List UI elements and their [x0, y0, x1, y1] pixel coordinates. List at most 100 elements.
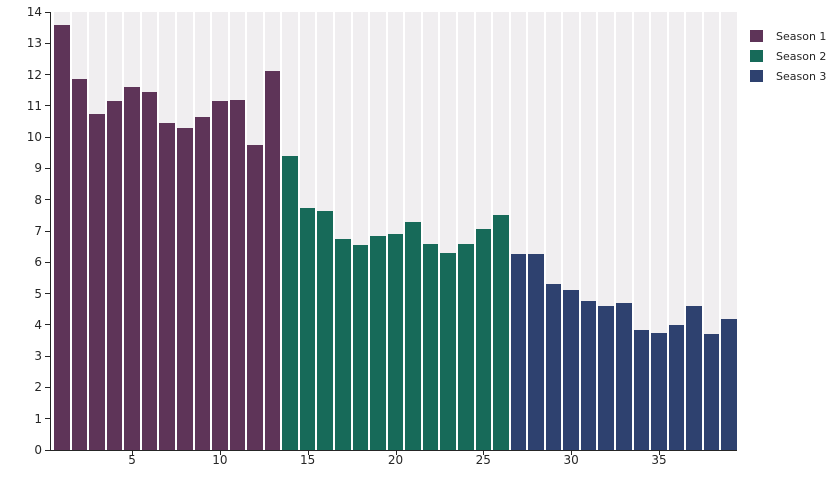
bar-slot [721, 12, 737, 450]
y-tick-label: 7 [34, 224, 42, 238]
y-tick-label: 6 [34, 255, 42, 270]
bar-episode-31 [580, 301, 597, 450]
bar-episode-37 [686, 306, 702, 450]
bar-episode-23 [440, 252, 456, 450]
bar-slot [580, 12, 597, 450]
bar-episode-15 [299, 207, 316, 450]
bar-episode-13 [264, 71, 281, 450]
y-tick-label: 10 [26, 130, 42, 145]
bar-episode-22 [422, 243, 439, 450]
bar-episode-18 [352, 245, 369, 450]
bar-slot [686, 12, 702, 450]
bar-episode-27 [510, 254, 527, 450]
bar-slot [89, 12, 105, 450]
bar-episode-28 [528, 254, 544, 450]
x-tick-mark [307, 450, 309, 455]
y-tick-label: 8 [34, 192, 42, 207]
bar-episode-17 [335, 238, 351, 450]
bar-episode-12 [247, 144, 263, 450]
bar-slot [405, 12, 421, 450]
y-tick-label: 4 [34, 317, 42, 332]
bar-slot [440, 12, 456, 450]
bar-episode-38 [703, 334, 720, 450]
y-tick-mark [45, 449, 51, 451]
bar-episode-9 [194, 116, 211, 450]
bar-episode-16 [317, 210, 333, 450]
x-tick-label: 5 [128, 453, 136, 467]
bar-slot [299, 12, 316, 450]
bar-slot [510, 12, 527, 450]
y-tick-mark [45, 261, 51, 263]
bar-episode-30 [563, 290, 579, 450]
y-tick-label: 2 [34, 380, 42, 395]
x-tick-mark [571, 450, 573, 455]
y-tick-mark [45, 199, 51, 201]
bar-episode-34 [633, 329, 650, 450]
bar-slot [141, 12, 158, 450]
x-tick-mark [483, 450, 485, 455]
bar-episode-33 [616, 302, 632, 450]
y-tick-label: 11 [26, 98, 42, 113]
bar-slot [264, 12, 281, 450]
bar-episode-11 [229, 99, 246, 450]
bar-episode-39 [721, 318, 737, 450]
x-tick-mark [658, 450, 660, 455]
season-2-swatch-icon [750, 50, 763, 62]
bar-slot [247, 12, 263, 450]
y-tick-label: 12 [26, 67, 42, 82]
y-tick-mark [45, 11, 51, 13]
bar-episode-26 [493, 215, 509, 450]
y-tick-mark [45, 230, 51, 232]
bar-slot [528, 12, 544, 450]
y-tick-label: 5 [34, 286, 42, 301]
bar-slot [616, 12, 632, 450]
y-tick-label: 13 [26, 36, 42, 51]
x-tick-label: 10 [212, 453, 228, 467]
plot-area: 0 1 2 3 4 5 6 7 8 9 10 11 12 13 14 5 10 15 20 25 30 35 [27, 6, 737, 466]
y-tick-label: 3 [34, 349, 42, 364]
bar-episode-5 [124, 87, 140, 450]
bar-slot [317, 12, 333, 450]
y-tick-mark [45, 105, 51, 107]
y-tick-mark [45, 386, 51, 388]
legend-item-season-2: Season 2 [750, 50, 826, 62]
bar-episode-24 [457, 243, 474, 450]
bar-episode-21 [405, 221, 421, 450]
y-tick-label: 0 [34, 443, 42, 457]
y-tick-mark [45, 42, 51, 44]
bar-slot [229, 12, 246, 450]
bar-episode-25 [475, 229, 492, 450]
bar-slot [563, 12, 579, 450]
bar-slot [651, 12, 667, 450]
bar-slot [106, 12, 123, 450]
bar-slot [194, 12, 211, 450]
legend-item-season-3: Season 3 [750, 70, 826, 82]
bar-slot [668, 12, 685, 450]
bar-episode-1 [54, 24, 70, 450]
bar-episode-10 [212, 101, 228, 450]
bar-slot [370, 12, 386, 450]
bar-episode-6 [141, 91, 158, 450]
bar-slot [176, 12, 193, 450]
y-tick-mark [45, 136, 51, 138]
bar-slot [422, 12, 439, 450]
bar-slot [54, 12, 70, 450]
x-tick-label: 15 [300, 453, 316, 467]
y-tick-label: 14 [26, 5, 42, 19]
bar-episode-8 [176, 127, 193, 450]
y-tick-mark [45, 418, 51, 420]
bar-episode-2 [71, 79, 88, 450]
bar-slot [159, 12, 175, 450]
y-tick-mark [45, 167, 51, 169]
x-tick-label: 25 [475, 453, 491, 467]
bar-slot [335, 12, 351, 450]
bar-slot [493, 12, 509, 450]
bar-episode-35 [651, 332, 667, 450]
x-tick-mark [132, 450, 134, 455]
bar-slot [282, 12, 298, 450]
bar-slot [545, 12, 562, 450]
x-tick-label: 20 [387, 453, 404, 467]
bar-slot [703, 12, 720, 450]
bar-slot [212, 12, 228, 450]
bar-episode-19 [370, 235, 386, 450]
